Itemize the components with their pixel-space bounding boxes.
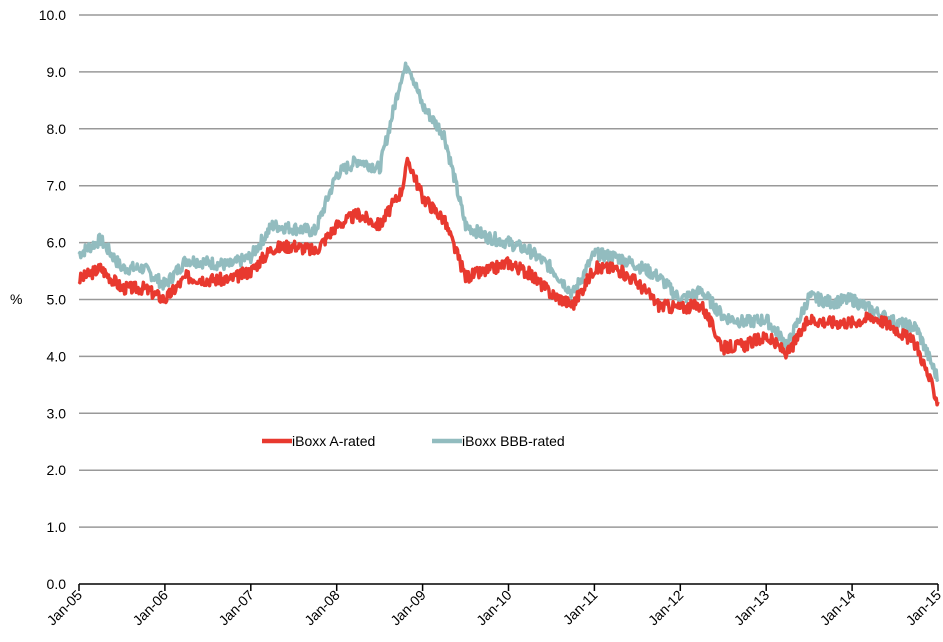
- x-tick-label: Jan-07: [215, 587, 257, 629]
- y-tick-label: 6.0: [47, 235, 67, 251]
- y-axis-label: %: [10, 291, 22, 307]
- y-tick-label: 10.0: [39, 7, 66, 23]
- x-tick-label: Jan-06: [129, 587, 171, 629]
- gridlines: [79, 14, 938, 528]
- legend-label: iBoxx A-rated: [292, 433, 375, 449]
- series-line: [77, 156, 940, 407]
- x-tick-label: Jan-11: [560, 587, 601, 628]
- y-tick-label: 1.0: [47, 519, 67, 535]
- x-tick-label: Jan-13: [731, 587, 773, 629]
- y-tick-label: 4.0: [47, 348, 67, 364]
- y-tick-label: 3.0: [47, 405, 67, 421]
- series-lines: [77, 61, 940, 407]
- y-tick-label: 0.0: [47, 576, 67, 592]
- legend-label: iBoxx BBB-rated: [462, 433, 565, 449]
- x-axis-ticks: Jan-05 Jan-06 Jan-07 Jan-08 Jan-09 Jan-10 Jan-…: [44, 584, 943, 628]
- x-tick-label: Jan-14: [817, 587, 859, 629]
- y-tick-label: 5.0: [47, 292, 67, 308]
- y-tick-label: 2.0: [47, 462, 67, 478]
- legend: iBoxx A-rated iBoxx BBB-rated: [262, 433, 565, 449]
- y-tick-label: 8.0: [47, 121, 67, 137]
- x-tick-label: Jan-05: [44, 587, 86, 629]
- y-tick-label: 9.0: [47, 64, 67, 80]
- x-tick-label: Jan-08: [301, 587, 343, 629]
- x-tick-label: Jan-15: [903, 587, 943, 629]
- x-tick-label: Jan-09: [387, 587, 429, 629]
- series-line: [77, 61, 940, 383]
- y-tick-label: 7.0: [47, 178, 67, 194]
- x-tick-label: Jan-12: [645, 587, 687, 629]
- y-axis-ticks: 0.0 1.0 2.0 3.0 4.0 5.0 6.0 7.0 8.0 9.0 10.0: [39, 7, 66, 592]
- x-tick-label: Jan-10: [473, 587, 515, 629]
